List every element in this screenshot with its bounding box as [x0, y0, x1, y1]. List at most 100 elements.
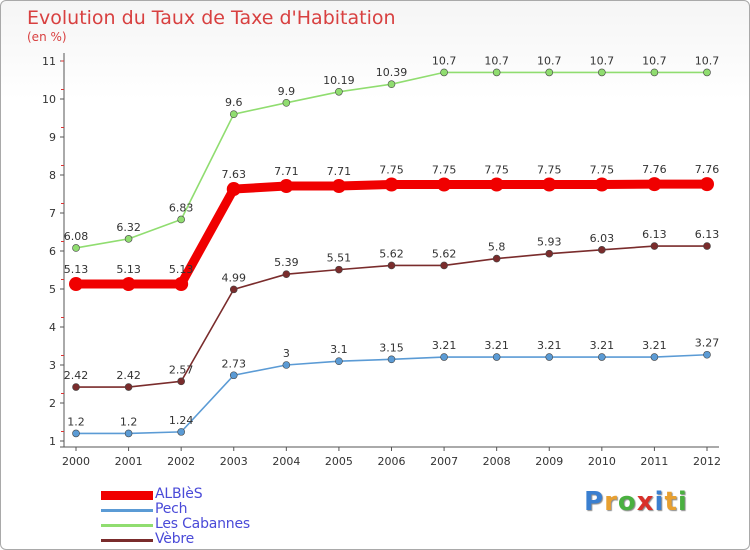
logo-letter: P	[584, 487, 605, 517]
data-label: 7.63	[222, 168, 247, 181]
legend-swatch	[101, 491, 153, 500]
data-label: 6.03	[590, 232, 615, 245]
data-point	[282, 99, 291, 107]
legend-swatch	[101, 509, 153, 512]
x-tick-label: 2005	[325, 455, 353, 468]
data-point	[124, 235, 133, 243]
data-point	[492, 68, 501, 77]
data-point	[542, 177, 557, 192]
logo-letter: x	[636, 487, 655, 517]
data-point	[387, 355, 396, 364]
y-tick-label: 10	[42, 93, 56, 106]
data-point	[703, 350, 711, 359]
data-label: 3.21	[537, 339, 562, 352]
data-point	[229, 285, 238, 294]
data-point	[226, 182, 241, 197]
x-tick-label: 2004	[272, 455, 300, 468]
data-point	[594, 177, 609, 192]
data-label: 5.13	[116, 263, 141, 276]
x-tick-label: 2006	[378, 455, 406, 468]
y-tick-label: 3	[49, 359, 56, 372]
data-point	[177, 428, 185, 436]
data-label: 3.21	[590, 339, 615, 352]
data-point	[279, 179, 294, 194]
data-point	[124, 383, 133, 391]
data-label: 10.7	[695, 54, 720, 67]
y-tick-label: 11	[42, 55, 56, 68]
data-label: 7.75	[432, 164, 457, 177]
data-label: 7.75	[379, 164, 404, 177]
data-label: 5.39	[274, 256, 299, 269]
data-point	[545, 249, 554, 258]
y-tick-label: 8	[49, 169, 56, 182]
data-label: 1.2	[67, 415, 85, 428]
data-label: 7.75	[590, 164, 615, 177]
data-point	[598, 353, 606, 361]
data-point	[492, 254, 501, 263]
y-tick-label: 9	[49, 131, 56, 144]
data-label: 6.08	[64, 230, 89, 243]
data-label: 2.42	[116, 369, 141, 382]
data-point	[598, 68, 606, 77]
data-label: 3	[283, 347, 290, 360]
y-tick-label: 2	[49, 397, 56, 410]
x-tick-label: 2003	[220, 455, 248, 468]
data-label: 10.7	[590, 54, 615, 67]
data-label: 3.15	[379, 341, 404, 354]
data-label: 7.71	[327, 165, 352, 178]
data-point	[331, 179, 346, 194]
data-label: 6.83	[169, 201, 194, 214]
data-label: 5.62	[379, 247, 404, 260]
data-point	[387, 261, 396, 270]
data-point	[335, 265, 343, 274]
legend-item: Les Cabannes	[101, 516, 321, 532]
data-point	[124, 429, 133, 438]
data-label: 6.13	[642, 228, 667, 241]
y-tick-label: 6	[49, 245, 56, 258]
data-point	[650, 353, 659, 361]
data-label: 10.7	[432, 54, 457, 67]
x-tick-label: 2007	[430, 455, 458, 468]
legend-item: ALBIèS	[101, 486, 321, 502]
data-point	[650, 242, 659, 250]
data-label: 3.21	[484, 339, 509, 352]
data-label: 9.6	[225, 96, 243, 109]
data-point	[703, 68, 711, 77]
data-label: 3.21	[432, 339, 457, 352]
data-point	[647, 177, 662, 192]
y-tick-label: 7	[49, 207, 56, 220]
data-point	[335, 87, 343, 96]
data-point	[72, 383, 80, 391]
x-tick-label: 2000	[62, 455, 90, 468]
data-point	[282, 361, 291, 369]
data-label: 10.39	[376, 66, 408, 79]
data-label: 7.75	[537, 164, 562, 177]
y-tick-label: 1	[49, 435, 56, 448]
logo-letter: i	[654, 487, 665, 517]
data-label: 5.62	[432, 247, 457, 260]
data-label: 5.51	[327, 252, 352, 265]
x-tick-label: 2009	[535, 455, 563, 468]
x-tick-label: 2011	[640, 455, 668, 468]
data-label: 5.13	[64, 263, 89, 276]
x-tick-label: 2002	[167, 455, 195, 468]
legend-label: Vèbre	[155, 531, 195, 547]
x-tick-label: 2012	[693, 455, 721, 468]
x-tick-label: 2010	[588, 455, 616, 468]
data-label: 10.19	[323, 74, 355, 87]
chart-title: Evolution du Taux de Taxe d'Habitation	[27, 7, 396, 29]
data-point	[440, 261, 448, 270]
data-point	[650, 68, 659, 77]
legend-label: Les Cabannes	[155, 516, 250, 532]
data-label: 7.76	[642, 163, 667, 176]
data-point	[335, 357, 343, 366]
data-point	[598, 246, 606, 254]
logo-letter: i	[677, 487, 688, 517]
legend-swatch	[101, 539, 153, 542]
data-point	[229, 371, 238, 380]
legend-swatch	[101, 524, 153, 527]
data-point	[282, 270, 291, 278]
data-label: 3.1	[330, 343, 348, 356]
data-point	[387, 80, 396, 88]
